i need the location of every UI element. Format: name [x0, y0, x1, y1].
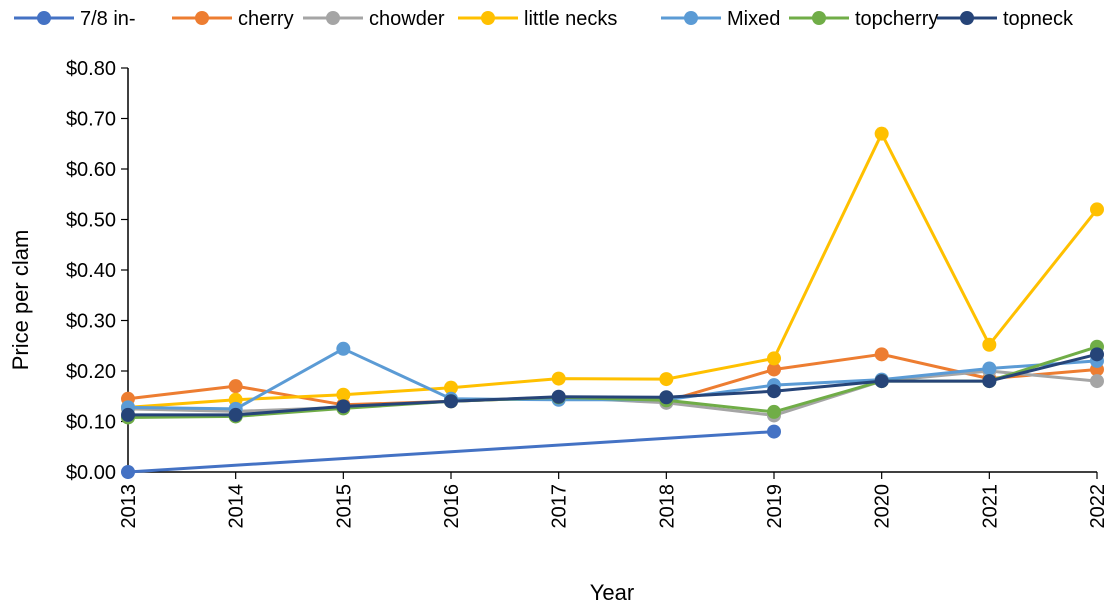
y-tick-label: $0.60 — [66, 159, 116, 181]
series-line — [128, 352, 1098, 417]
data-point — [767, 424, 781, 439]
data-point — [874, 347, 889, 362]
legend-label: topcherry — [855, 8, 938, 30]
legend-swatch-marker — [37, 11, 51, 25]
legend-label: cherry — [238, 8, 294, 30]
legend-item: cherry — [172, 8, 294, 30]
x-tick-label: 2018 — [656, 484, 678, 529]
legend-label: chowder — [369, 8, 445, 30]
legend-item: little necks — [458, 8, 617, 30]
data-point — [121, 465, 135, 479]
x-tick-label: 2014 — [226, 484, 248, 529]
data-point — [336, 399, 351, 414]
data-point — [767, 404, 781, 419]
legend-swatch-marker — [195, 11, 209, 25]
data-point — [659, 390, 674, 405]
data-point — [659, 372, 674, 387]
legend-item: topneck — [937, 8, 1074, 30]
data-point — [551, 389, 566, 404]
legend-swatch-marker — [960, 11, 974, 25]
x-tick-label: 2015 — [333, 484, 355, 529]
data-point — [444, 380, 458, 395]
data-point — [767, 384, 781, 399]
data-point — [336, 387, 351, 402]
x-tick-label: 2016 — [441, 484, 463, 529]
legend-swatch-marker — [481, 11, 495, 25]
series-topneck — [121, 347, 1104, 422]
data-point — [874, 126, 889, 141]
y-tick-label: $0.50 — [66, 210, 116, 232]
y-tick-label: $0.80 — [66, 58, 116, 80]
legend-swatch-marker — [326, 11, 340, 25]
legend-swatch-marker — [684, 11, 698, 25]
data-point — [767, 362, 781, 377]
y-axis: $0.00 $0.10 $0.20 $0.30 $0.40 $0.50 $0.60 $0.70… — [66, 58, 129, 484]
legend-label: Mixed — [727, 8, 780, 30]
data-point — [551, 371, 566, 386]
x-axis-title: Year — [590, 580, 634, 605]
series-line — [127, 430, 775, 474]
series-line — [127, 132, 1099, 409]
y-tick-label: $0.00 — [66, 462, 116, 484]
data-point — [982, 337, 997, 352]
legend-label: topneck — [1003, 8, 1074, 30]
legend-swatch-marker — [812, 11, 826, 25]
y-tick-label: $0.20 — [66, 361, 116, 383]
legend-item: chowder — [303, 8, 445, 30]
data-point — [336, 341, 351, 356]
y-axis-title: Price per clam — [8, 230, 33, 371]
legend-item: 7/8 in- — [14, 8, 136, 30]
y-tick-label: $0.30 — [66, 311, 116, 333]
legend-label: little necks — [524, 8, 617, 30]
data-point — [1090, 347, 1104, 362]
data-point — [1090, 202, 1104, 217]
y-tick-label: $0.10 — [66, 412, 116, 434]
data-point — [767, 351, 781, 366]
data-point — [1090, 374, 1104, 389]
legend-item: Mixed — [661, 8, 780, 30]
series-layer — [121, 126, 1104, 479]
data-point — [444, 394, 458, 409]
x-tick-label: 2022 — [1087, 484, 1109, 529]
legend-item: topcherry — [789, 8, 938, 30]
data-point — [982, 361, 997, 376]
data-point — [228, 407, 243, 422]
data-point — [982, 374, 997, 389]
legend-label: 7/8 in- — [80, 8, 136, 30]
x-tick-label: 2020 — [872, 484, 894, 529]
x-tick-label: 2019 — [764, 484, 786, 529]
y-tick-label: $0.40 — [66, 260, 116, 282]
legend: 7/8 in-cherry chowder little necks Mixed top… — [14, 8, 1074, 30]
series-7-8-in — [121, 424, 781, 479]
x-tick-label: 2017 — [549, 484, 571, 529]
x-axis: 2013 2014 2015 2016 2017 2018 2019 2020 2021 2022 — [118, 471, 1109, 529]
x-tick-label: 2013 — [118, 484, 140, 529]
data-point — [874, 374, 889, 389]
data-point — [228, 379, 243, 394]
data-point — [121, 407, 135, 422]
y-tick-label: $0.70 — [66, 109, 116, 131]
x-tick-label: 2021 — [979, 484, 1001, 529]
